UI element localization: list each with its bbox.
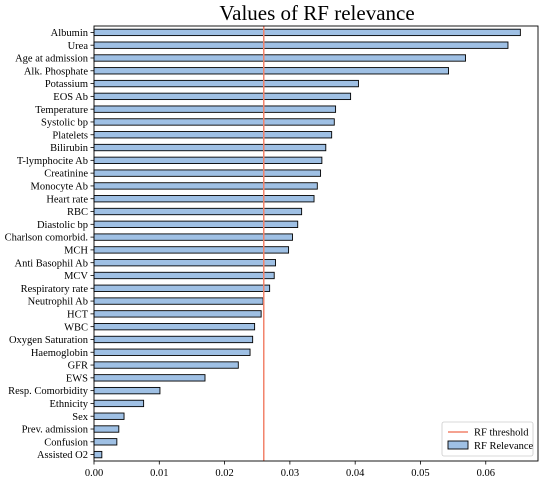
bar-temperature	[93, 105, 337, 113]
bar-creatinine	[93, 169, 322, 177]
category-label: MCH	[64, 245, 88, 256]
category-label: Oxygen Saturation	[9, 335, 89, 346]
bar-systolic-bp	[93, 118, 335, 126]
x-tick-label: 0.05	[411, 468, 429, 479]
bar-anti-basophil-ab	[93, 259, 276, 267]
x-tick-label: 0.03	[281, 468, 299, 479]
bar-sex	[93, 412, 125, 420]
bar-age-at-admission	[93, 54, 466, 62]
bar-prev-admission	[93, 425, 120, 433]
bar-neutrophil-ab	[93, 297, 264, 305]
category-label: RBC	[67, 207, 88, 218]
bar-mcv	[93, 271, 275, 280]
category-label: Monocyte Ab	[31, 182, 88, 193]
bar-urea	[93, 41, 509, 49]
category-label: Confusion	[44, 437, 89, 448]
category-label: EOS Ab	[53, 92, 88, 103]
bar-t-lymphocite-ab	[93, 156, 323, 164]
bar-albumin	[93, 28, 521, 37]
bar-alk-phosphate	[93, 67, 449, 75]
category-label: WBC	[64, 322, 88, 333]
category-label: Respiratory rate	[21, 284, 89, 295]
legend-threshold-label: RF threshold	[474, 428, 529, 439]
bar-heart-rate	[93, 195, 315, 203]
category-label: Sex	[72, 412, 89, 423]
category-label: Haemoglobin	[31, 348, 89, 359]
bar-mch	[93, 246, 290, 254]
bar-respiratory-rate	[93, 284, 271, 292]
bar-ews	[93, 374, 206, 382]
legend: RF threshold RF Relevance	[441, 421, 534, 457]
category-label: Prev. admission	[22, 425, 89, 436]
bar-charlson-comorbid-	[93, 233, 293, 241]
category-label: Heart rate	[46, 194, 88, 205]
category-label: Ethnicity	[50, 399, 89, 410]
category-label: Platelets	[52, 130, 88, 141]
bar-rbc	[93, 207, 303, 216]
category-label: Bilirubin	[50, 143, 89, 154]
category-label: HCT	[67, 309, 89, 320]
bar-wbc	[93, 323, 256, 331]
bar-hct	[93, 310, 262, 318]
chart-title: Values of RF relevance	[219, 1, 414, 25]
x-tick-label: 0.04	[346, 468, 365, 479]
category-label: Urea	[68, 41, 89, 52]
category-label: Albumin	[51, 28, 89, 39]
category-label: Potassium	[45, 79, 88, 90]
bar-assisted-o2	[93, 450, 103, 459]
category-label: Resp. Comorbidity	[8, 386, 89, 397]
bar-platelets	[93, 131, 333, 139]
category-label: Charlson comorbid.	[5, 233, 88, 244]
bar-monocyte-ab	[93, 182, 318, 190]
category-label: Diastolic bp	[37, 220, 88, 231]
bar-eos-ab	[93, 92, 352, 101]
category-label: Anti Basophil Ab	[14, 258, 88, 269]
bar-potassium	[93, 79, 359, 88]
bar-resp-comorbidity	[93, 386, 161, 395]
category-label: Assisted O2	[37, 450, 88, 461]
bar-haemoglobin	[93, 348, 251, 356]
category-label: Systolic bp	[41, 118, 88, 129]
category-label: Creatinine	[44, 169, 88, 180]
category-label: Temperature	[35, 105, 88, 116]
legend-relevance-swatch	[447, 440, 469, 450]
bar-ethnicity	[93, 399, 145, 408]
category-label: Age at admission	[15, 54, 89, 65]
legend-relevance-label: RF Relevance	[474, 441, 534, 452]
x-tick-label: 0.00	[85, 468, 103, 479]
category-label: T-lymphocite Ab	[17, 156, 88, 167]
x-tick-label: 0.02	[215, 468, 233, 479]
category-label: MCV	[64, 271, 88, 282]
plot-frame	[93, 25, 539, 462]
category-label: GFR	[68, 361, 88, 372]
category-label: Neutrophil Ab	[28, 297, 88, 308]
bar-gfr	[93, 361, 239, 369]
x-tick-label: 0.06	[477, 468, 495, 479]
category-label: EWS	[66, 373, 88, 384]
bar-oxygen-saturation	[93, 335, 254, 344]
bar-bilirubin	[93, 143, 327, 152]
x-tick-label: 0.01	[150, 468, 168, 479]
bar-diastolic-bp	[93, 220, 299, 228]
bar-confusion	[93, 438, 118, 446]
category-label: Alk. Phosphate	[24, 66, 89, 77]
